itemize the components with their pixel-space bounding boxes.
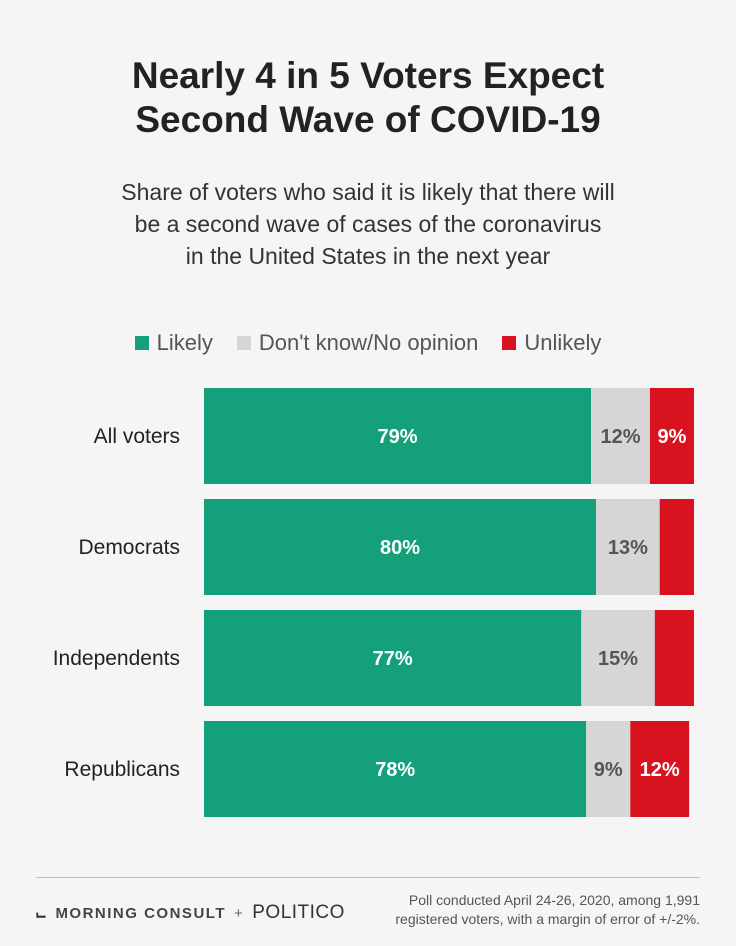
legend-item-likely: Likely <box>134 330 213 356</box>
bar-republicans-don-t-know-no-opinion <box>586 721 631 817</box>
legend-label-unlikely: Unlikely <box>524 330 602 355</box>
data-label-republicans-likely: 78% <box>375 759 415 781</box>
data-label-republicans-unlikely: 12% <box>640 759 680 781</box>
bar-independents-likely <box>204 610 582 706</box>
data-label-all-voters-don-t-know-no-opinion: 12% <box>600 426 640 448</box>
category-label-independents: Independents <box>53 647 180 670</box>
bar-republicans-unlikely <box>630 721 690 817</box>
bar-democrats-don-t-know-no-opinion <box>596 499 660 595</box>
subtitle-line-3: in the United States in the next year <box>185 243 551 269</box>
data-label-democrats-likely: 80% <box>380 537 420 559</box>
bar-all-voters-likely <box>204 388 592 484</box>
legend-swatch-likely <box>134 336 149 350</box>
stacked-bar-chart: All voters 79% 12% 9% Democrats 80% 13% Indepen… <box>53 388 694 817</box>
title-line-1: Nearly 4 in 5 Voters Expect <box>131 55 605 96</box>
legend-label-likely: Likely <box>156 330 213 355</box>
legend-swatch-unlikely <box>502 336 517 350</box>
note-line-2: registered voters, with a margin of erro… <box>395 911 700 927</box>
bar-democrats-unlikely <box>659 499 694 595</box>
brand-politico: POLITICO <box>252 902 345 923</box>
legend-item-dont-know: Don't know/No opinion <box>236 330 479 356</box>
category-label-republicans: Republicans <box>64 758 180 781</box>
brand-plus: + <box>233 904 245 922</box>
morning-consult-m-icon: ⨽ <box>36 903 48 922</box>
legend-label-dont-know: Don't know/No opinion <box>258 330 479 355</box>
data-label-republicans-don-t-know-no-opinion: 9% <box>594 759 623 781</box>
data-label-all-voters-unlikely: 9% <box>657 426 686 448</box>
methodology-note: Poll conducted April 24-26, 2020, among … <box>370 891 700 929</box>
note-line-1: Poll conducted April 24-26, 2020, among … <box>408 892 700 908</box>
legend-item-unlikely: Unlikely <box>502 330 601 356</box>
chart-title: Nearly 4 in 5 Voters Expect Second Wave … <box>0 54 736 142</box>
brand-logos: ⨽ MORNING CONSULT + POLITICO <box>36 902 345 924</box>
category-label-all-voters: All voters <box>94 425 180 448</box>
subtitle-line-1: Share of voters who said it is likely th… <box>121 179 615 205</box>
data-label-democrats-don-t-know-no-opinion: 13% <box>608 537 648 559</box>
bar-independents-unlikely <box>654 610 694 706</box>
bar-all-voters-unlikely <box>649 388 694 484</box>
data-label-independents-don-t-know-no-opinion: 15% <box>598 648 638 670</box>
data-label-independents-likely: 77% <box>373 648 413 670</box>
data-label-all-voters-likely: 79% <box>378 426 418 448</box>
category-label-democrats: Democrats <box>78 536 180 559</box>
bar-republicans-likely <box>204 721 587 817</box>
subtitle-line-2: be a second wave of cases of the coronav… <box>134 211 602 237</box>
chart-subtitle: Share of voters who said it is likely th… <box>60 176 676 272</box>
chart-legend: Likely Don't know/No opinion Unlikely <box>0 330 736 356</box>
legend-swatch-dont-know <box>236 336 251 350</box>
bar-independents-don-t-know-no-opinion <box>581 610 655 706</box>
brand-morning-consult: MORNING CONSULT <box>55 904 226 922</box>
footer-divider <box>36 877 700 878</box>
bar-democrats-likely <box>204 499 596 595</box>
title-line-2: Second Wave of COVID-19 <box>135 99 601 140</box>
bar-all-voters-don-t-know-no-opinion <box>591 388 650 484</box>
